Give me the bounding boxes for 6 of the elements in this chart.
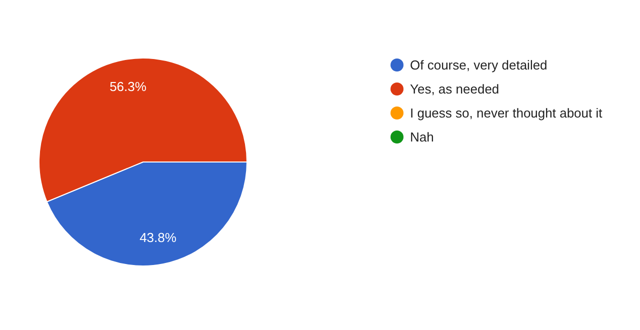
legend-label: Of course, very detailed [410,58,548,73]
data-label: 43.8% [140,230,177,246]
data-label: 56.3% [110,79,147,94]
legend-label: Nah [410,130,434,145]
legend-label: I guess so, never thought about it [410,106,603,121]
legend-label: Yes, as needed [410,82,500,97]
